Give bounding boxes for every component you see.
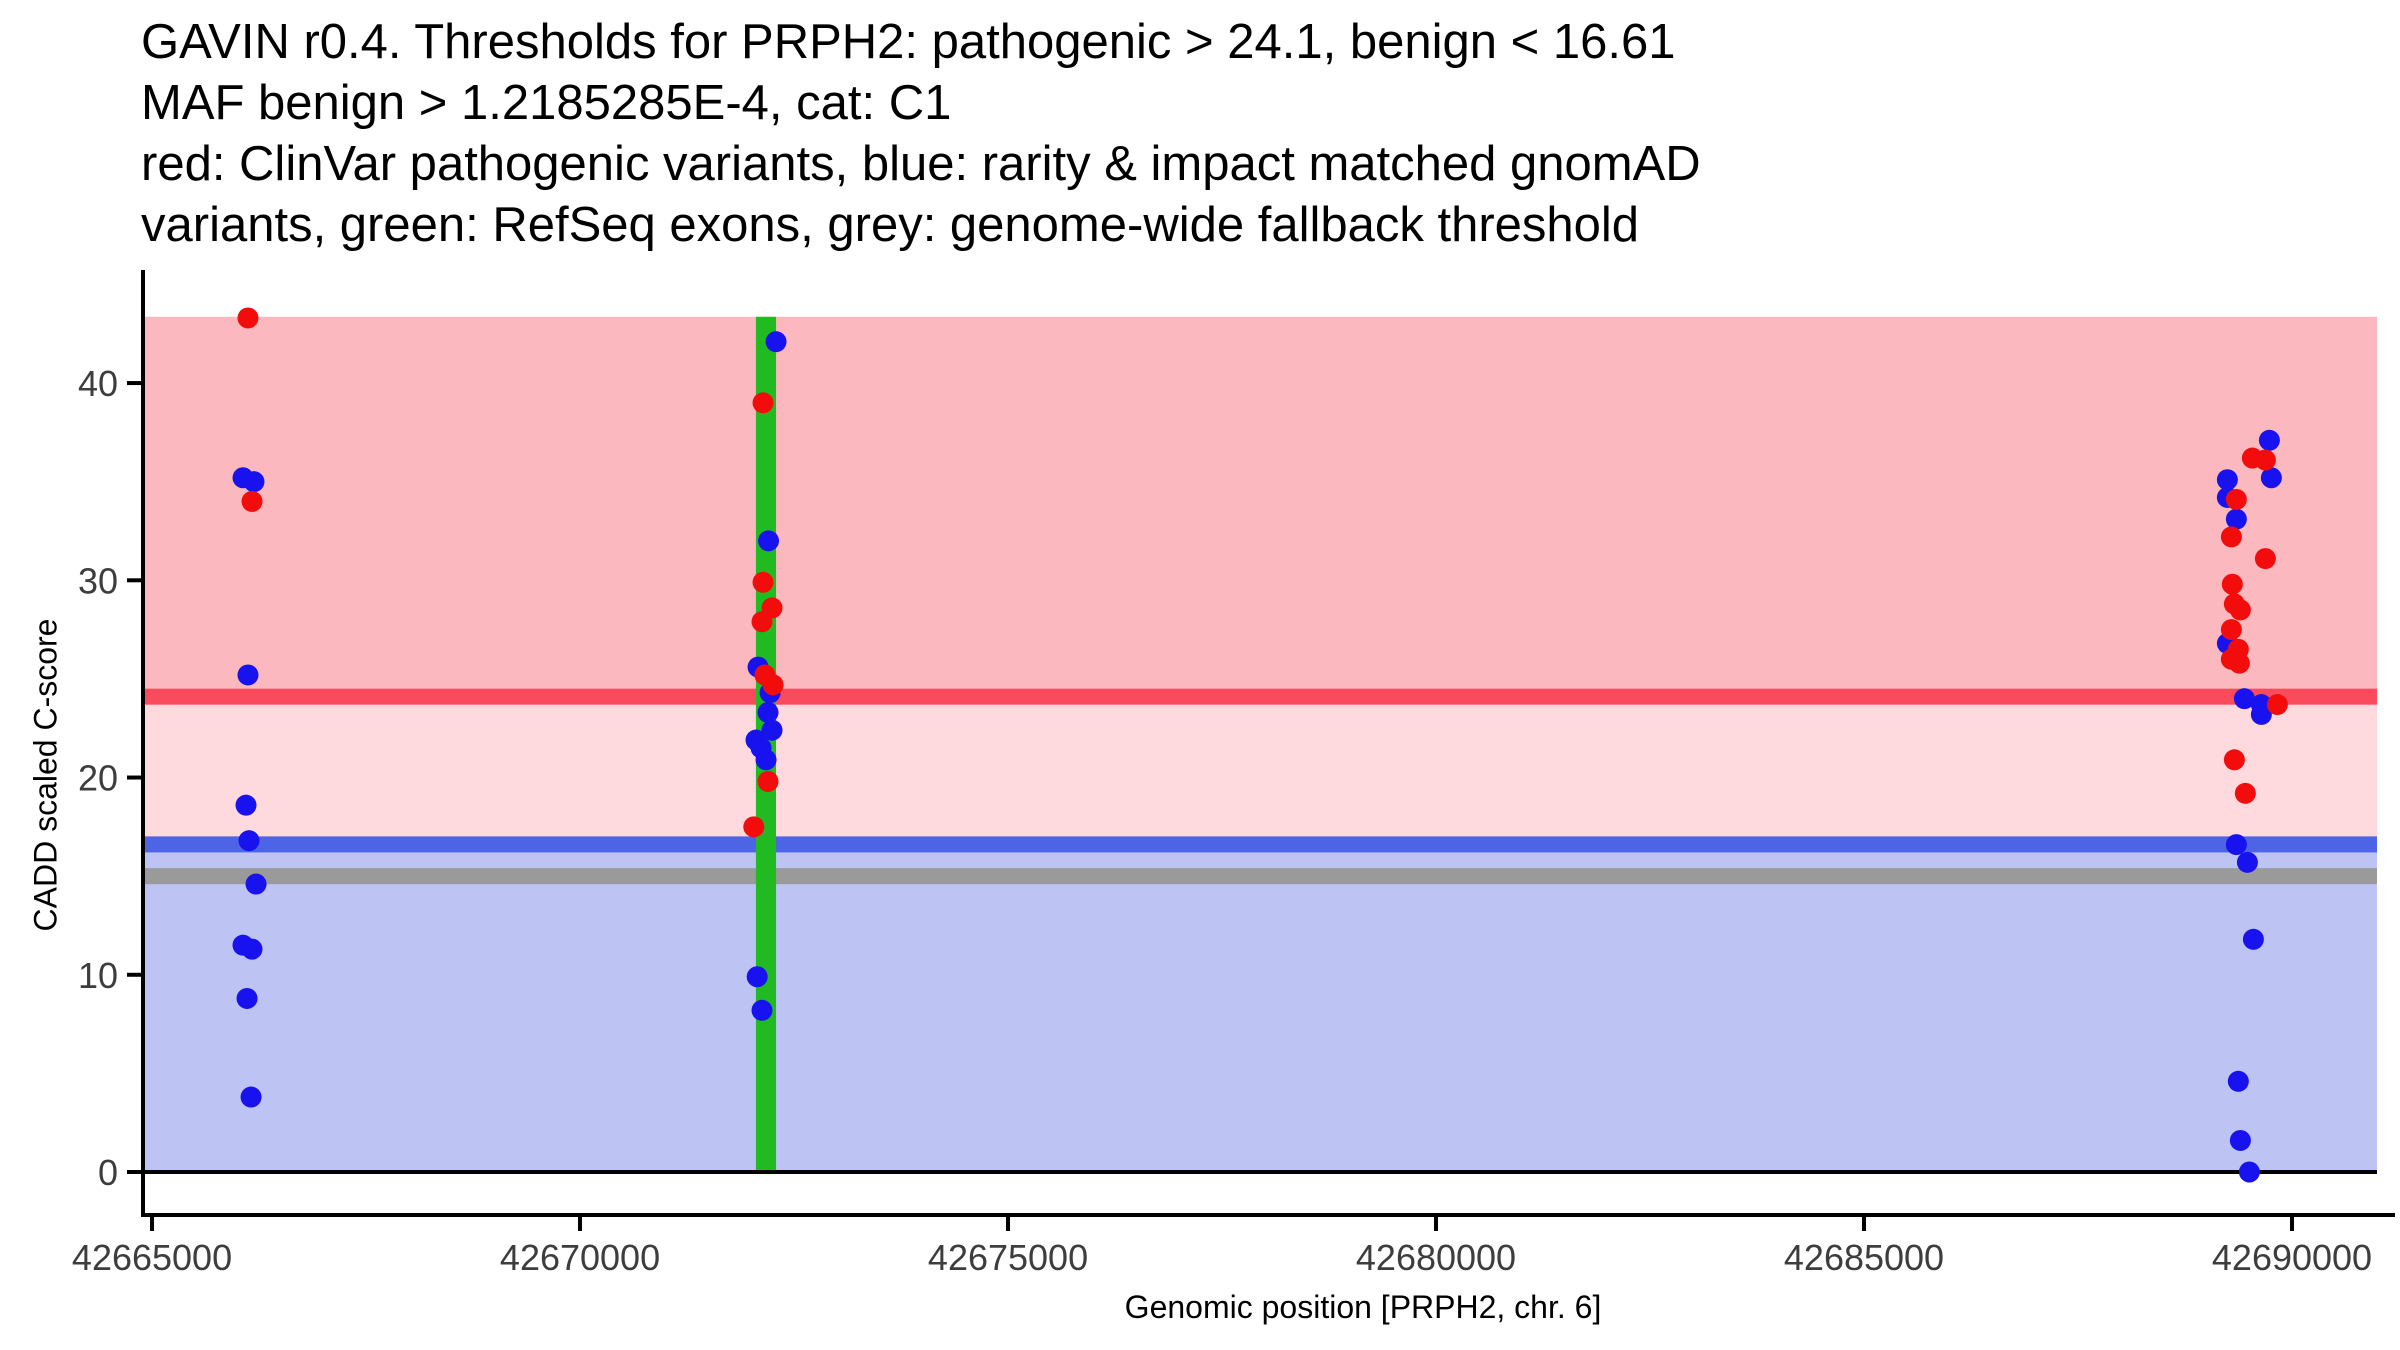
clinvar-pathogenic-variants-point [241, 490, 263, 512]
x-tick-mark [1434, 1217, 1439, 1231]
gnomad-matched-variants-point [2229, 1129, 2251, 1151]
gnomad-matched-variants-point [751, 999, 773, 1021]
zero-baseline [145, 1170, 2377, 1175]
y-tick-label: 20 [78, 758, 118, 799]
pathogenic-threshold-line [145, 688, 2377, 705]
clinvar-pathogenic-variants-point [2221, 573, 2243, 595]
gnomad-matched-variants-point [2233, 688, 2255, 710]
clinvar-pathogenic-variants-point [2254, 449, 2276, 471]
y-axis-title: CADD scaled C-score [27, 618, 64, 932]
x-tick-label: 42685000 [1784, 1237, 1944, 1278]
plot-title-line-4: variants, green: RefSeq exons, grey: gen… [141, 198, 1640, 252]
x-tick-mark [578, 1217, 583, 1231]
clinvar-pathogenic-variants-point [752, 392, 774, 414]
x-tick-label: 42670000 [500, 1237, 660, 1278]
gnomad-matched-variants-point [2258, 429, 2280, 451]
gnomad-matched-variants-point [235, 794, 257, 816]
clinvar-pathogenic-variants-point [751, 611, 773, 633]
clinvar-pathogenic-variants-point [2266, 694, 2288, 716]
gnomad-matched-variants-point [245, 873, 267, 895]
y-tick-mark [127, 972, 141, 977]
plot-title-line-2: MAF benign > 1.2185285E-4, cat: C1 [141, 76, 952, 130]
plot-title-line-3: red: ClinVar pathogenic variants, blue: … [141, 137, 1701, 191]
gnomad-matched-variants-point [237, 664, 259, 686]
gnomad-matched-variants-point [236, 987, 258, 1009]
x-tick-mark [2290, 1217, 2294, 1231]
y-tick-mark [127, 578, 141, 583]
y-tick-label: 40 [78, 363, 118, 404]
benign-threshold-line [145, 836, 2377, 853]
y-tick-label: 30 [78, 560, 118, 601]
clinvar-pathogenic-variants-point [752, 571, 774, 593]
x-tick-mark [150, 1217, 155, 1231]
gnomad-matched-variants-point [757, 701, 779, 723]
gnomad-matched-variants-point [240, 1086, 262, 1108]
clinvar-pathogenic-variants-point [2220, 619, 2242, 641]
y-tick-label: 10 [78, 955, 118, 996]
genome-wide-fallback-threshold-line [145, 868, 2377, 885]
clinvar-pathogenic-variants-point [743, 816, 765, 838]
gnomad-matched-variants-point [761, 719, 783, 741]
x-axis-title: Genomic position [PRPH2, chr. 6] [1124, 1289, 1602, 1325]
band-pathogenic-region [145, 316, 2377, 697]
x-tick-mark [1862, 1217, 1867, 1231]
y-axis-line [141, 270, 145, 1217]
y-tick-mark [127, 381, 141, 386]
gnomad-matched-variants-point [2225, 834, 2247, 856]
gnomad-matched-variants-point [2227, 1070, 2249, 1092]
clinvar-pathogenic-variants-point [762, 674, 784, 696]
clinvar-pathogenic-variants-point [2254, 548, 2276, 570]
gnomad-matched-variants-point [758, 530, 780, 552]
gnomad-matched-variants-point [765, 331, 787, 353]
y-tick-mark [127, 775, 141, 780]
x-tick-label: 42665000 [72, 1237, 232, 1278]
clinvar-pathogenic-variants-point [2229, 599, 2251, 621]
gnomad-matched-variants-point [243, 471, 265, 493]
clinvar-pathogenic-variants-point [237, 307, 259, 329]
x-tick-label: 42680000 [1356, 1237, 1516, 1278]
gnomad-matched-variants-point [2225, 508, 2247, 530]
clinvar-pathogenic-variants-point [2228, 652, 2250, 674]
clinvar-pathogenic-variants-point [2220, 526, 2242, 548]
clinvar-pathogenic-variants-point [2223, 749, 2245, 771]
y-tick-label: 0 [98, 1152, 118, 1193]
gnomad-matched-variants-point [2260, 467, 2282, 489]
gnomad-matched-variants-point [2242, 928, 2264, 950]
clinvar-pathogenic-variants-point [2225, 488, 2247, 510]
gnomad-matched-variants-point [2216, 469, 2238, 491]
plot-title: GAVIN r0.4. Thresholds for PRPH2: pathog… [141, 12, 1701, 256]
x-tick-label: 42675000 [928, 1237, 1088, 1278]
x-axis-line [141, 1213, 2395, 1217]
gnomad-matched-variants-point [2236, 851, 2258, 873]
gnomad-matched-variants-point [2238, 1161, 2260, 1183]
clinvar-pathogenic-variants-point [757, 770, 779, 792]
plot-title-line-1: GAVIN r0.4. Thresholds for PRPH2: pathog… [141, 15, 1676, 69]
gnomad-matched-variants-point [241, 938, 263, 960]
y-tick-mark [127, 1170, 141, 1175]
gnomad-matched-variants-point [746, 966, 768, 988]
clinvar-pathogenic-variants-point [2234, 782, 2256, 804]
gnomad-matched-variants-point [238, 830, 260, 852]
x-tick-label: 42690000 [2212, 1237, 2372, 1278]
gnomad-matched-variants-point [2250, 703, 2272, 725]
band-intermediate-region [145, 696, 2377, 845]
x-tick-mark [1006, 1217, 1011, 1231]
band-benign-region [145, 844, 2377, 1173]
gnomad-matched-variants-point [755, 749, 777, 771]
